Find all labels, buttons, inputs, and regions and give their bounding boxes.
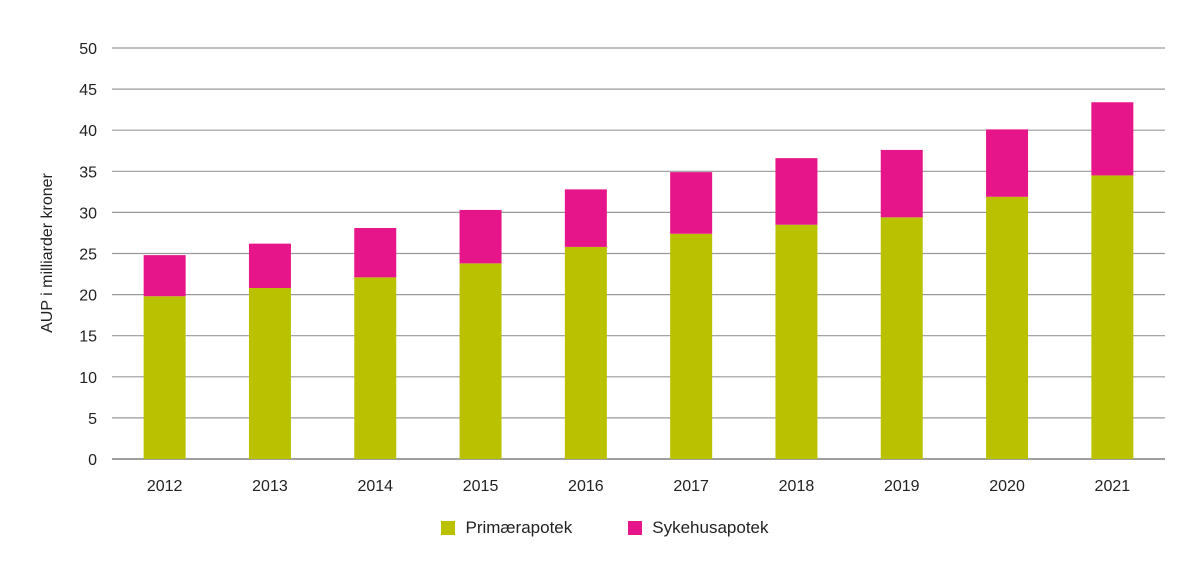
y-tick-label: 40 [79, 123, 97, 140]
y-tick-label: 25 [79, 247, 97, 264]
bar-sykehusapotek-2020 [986, 129, 1029, 197]
bar-sykehusapotek-2014 [354, 228, 397, 278]
bar-primaerapotek-2016 [564, 246, 607, 459]
x-tick-label: 2016 [568, 478, 604, 495]
y-tick-label: 50 [79, 41, 97, 58]
bar-sykehusapotek-2018 [775, 158, 818, 225]
bar-sykehusapotek-2021 [1091, 102, 1134, 176]
bar-sykehusapotek-2012 [143, 255, 186, 297]
y-tick-label: 30 [79, 205, 97, 222]
x-tick-label: 2013 [252, 478, 288, 495]
bar-sykehusapotek-2017 [670, 172, 713, 234]
legend-label: Primærapotek [465, 518, 573, 537]
x-tick-label: 2018 [779, 478, 815, 495]
bar-primaerapotek-2012 [143, 296, 186, 459]
x-tick-label: 2012 [147, 478, 183, 495]
legend-item-sykehusapotek: Sykehusapotek [628, 518, 769, 538]
legend-label: Sykehusapotek [652, 518, 769, 537]
legend-item-primaerapotek: Primærapotek [441, 518, 572, 538]
legend: Primærapotek Sykehusapotek [0, 518, 1200, 538]
x-tick-label: 2017 [673, 478, 709, 495]
bar-primaerapotek-2017 [670, 233, 713, 459]
y-tick-label: 15 [79, 329, 97, 346]
y-tick-label: 10 [79, 370, 97, 387]
x-tick-label: 2021 [1095, 478, 1131, 495]
legend-swatch-sykehusapotek [628, 521, 643, 535]
bar-primaerapotek-2018 [775, 224, 818, 459]
x-tick-label: 2015 [463, 478, 499, 495]
bar-primaerapotek-2020 [986, 196, 1029, 460]
y-tick-label: 35 [79, 164, 97, 181]
y-tick-label: 0 [88, 452, 97, 469]
y-tick-label: 45 [79, 82, 97, 99]
bar-sykehusapotek-2019 [880, 149, 923, 218]
bar-sykehusapotek-2013 [248, 243, 291, 289]
bar-sykehusapotek-2015 [459, 209, 502, 264]
y-tick-label: 5 [88, 411, 97, 428]
x-tick-label: 2014 [357, 478, 393, 495]
x-tick-label: 2019 [884, 478, 920, 495]
bar-sykehusapotek-2016 [564, 189, 607, 247]
bar-primaerapotek-2019 [880, 217, 923, 459]
bar-primaerapotek-2014 [354, 277, 397, 459]
legend-swatch-primaerapotek [441, 521, 456, 535]
bar-primaerapotek-2021 [1091, 175, 1134, 459]
y-tick-label: 20 [79, 288, 97, 305]
bar-primaerapotek-2013 [248, 288, 291, 459]
y-axis-title: AUP i milliarder kroner [39, 172, 56, 332]
x-tick-label: 2020 [989, 478, 1025, 495]
bar-primaerapotek-2015 [459, 263, 502, 459]
